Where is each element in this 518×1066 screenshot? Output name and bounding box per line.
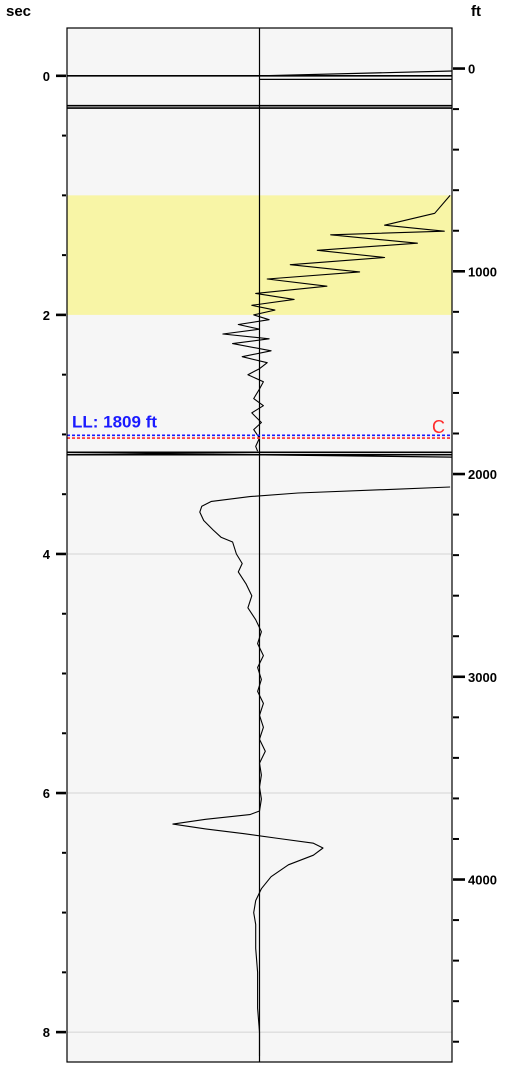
log-curve-2 <box>172 486 451 1056</box>
separator-line <box>66 451 453 458</box>
top-section-line <box>259 70 453 77</box>
left-axis-tick-label: 6 <box>43 786 50 801</box>
left-axis: 0 2 4 6 8 <box>43 69 66 1040</box>
depth-markers: LL: 1809 ft C <box>67 412 452 439</box>
log-curves <box>66 70 453 1056</box>
ll-marker-label: LL: 1809 ft <box>72 412 157 431</box>
plot-frame <box>66 27 453 1063</box>
right-axis-title: ft <box>471 3 481 20</box>
left-axis-tick-label: 4 <box>43 547 51 562</box>
left-axis-title: sec <box>6 3 31 20</box>
right-axis-tick-label: 1000 <box>468 264 497 279</box>
right-axis-tick-label: 0 <box>468 62 475 77</box>
c-marker-label: C <box>432 417 445 437</box>
right-axis-tick-label: 2000 <box>468 467 497 482</box>
left-axis-tick-label: 2 <box>43 308 50 323</box>
right-axis: 0 1000 2000 3000 4000 <box>453 62 497 1043</box>
right-axis-tick-label: 3000 <box>468 670 497 685</box>
left-axis-tick-label: 8 <box>43 1025 50 1040</box>
right-axis-tick-label: 4000 <box>468 873 497 888</box>
left-axis-tick-label: 0 <box>43 69 50 84</box>
log-curve-1 <box>222 195 451 452</box>
